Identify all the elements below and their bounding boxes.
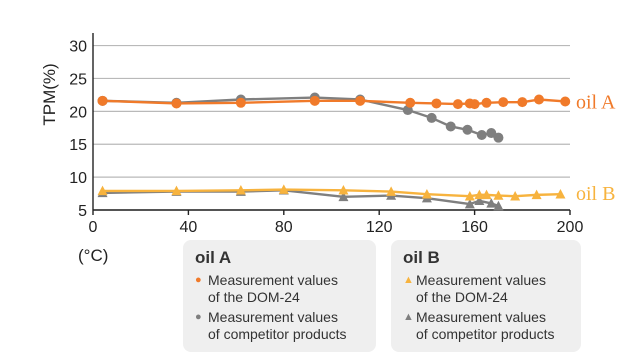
x-tick-label: 40 — [180, 219, 198, 236]
series-line — [102, 189, 499, 208]
x-tick-label: 80 — [275, 219, 293, 236]
series-lines — [102, 96, 566, 208]
legend-item-label: Measurement values of the DOM-24 — [416, 272, 546, 305]
data-point-circle — [486, 128, 497, 139]
y-tick-label: 15 — [69, 137, 87, 154]
data-point-circle — [560, 96, 571, 107]
x-tick-label: 200 — [557, 219, 584, 236]
data-point-circle — [309, 95, 320, 106]
y-tick-labels: 5 10 15 20 25 30 — [69, 39, 87, 220]
y-axis-label: TPM(%) — [40, 63, 59, 125]
data-point-triangle — [421, 188, 432, 199]
series-labels: oil A oil B — [576, 91, 616, 204]
data-point-circle — [355, 95, 366, 106]
data-point-triangle — [510, 190, 521, 201]
data-point-triangle — [493, 200, 504, 211]
data-point-circle — [476, 130, 487, 141]
data-point-triangle — [338, 185, 349, 195]
data-point-triangle — [555, 188, 566, 199]
y-tick-label: 5 — [78, 203, 87, 220]
data-point-triangle — [474, 189, 485, 200]
data-point-circle — [481, 97, 492, 108]
y-tick-label: 10 — [69, 170, 87, 187]
data-point-circle — [235, 97, 246, 108]
legend-item: ● Measurement values of the DOM-24 — [195, 272, 364, 306]
axes — [92, 33, 571, 215]
legend-item-label: Measurement values of competitor product… — [208, 309, 347, 342]
legend-title: oil A — [195, 248, 232, 267]
data-point-circle — [405, 97, 416, 108]
series-markers — [97, 92, 571, 211]
grid-lines — [93, 44, 570, 211]
circle-icon: ● — [195, 274, 202, 286]
triangle-icon: ▲ — [403, 311, 414, 323]
data-point-triangle — [493, 190, 504, 200]
x-tick-label: 0 — [89, 219, 98, 236]
legend-title: oil B — [403, 248, 440, 267]
y-tick-label: 30 — [69, 39, 87, 56]
legend-item-label: Measurement values of the DOM-24 — [208, 272, 338, 305]
data-point-triangle — [386, 186, 397, 196]
x-tick-label: 120 — [366, 219, 393, 236]
data-point-circle — [445, 121, 456, 132]
series-line — [102, 188, 561, 198]
circle-icon: ● — [195, 311, 202, 323]
data-point-circle — [533, 94, 544, 105]
data-point-triangle — [464, 190, 475, 201]
data-point-triangle — [474, 195, 485, 206]
data-point-triangle — [235, 185, 246, 195]
data-point-triangle — [531, 189, 542, 200]
data-point-circle — [462, 124, 473, 135]
data-point-circle — [171, 98, 182, 109]
data-point-triangle — [278, 184, 289, 194]
x-tick-label: 160 — [461, 219, 488, 236]
data-point-triangle — [464, 198, 475, 209]
data-point-circle — [97, 95, 108, 106]
data-point-circle — [493, 132, 504, 143]
data-point-triangle — [338, 191, 349, 202]
data-point-circle — [452, 99, 463, 110]
legend-item-label: Measurement values of competitor product… — [416, 309, 555, 342]
data-point-triangle — [481, 189, 492, 200]
y-tick-label: 20 — [69, 104, 87, 121]
series-label: oil A — [576, 91, 616, 113]
data-point-triangle — [486, 198, 497, 208]
y-tick-label: 25 — [69, 71, 87, 88]
legend-item: ● Measurement values of competitor produ… — [195, 309, 364, 343]
triangle-icon: ▲ — [403, 274, 414, 286]
series-label: oil B — [576, 183, 615, 205]
legend-item: ▲ Measurement values of the DOM-24 — [403, 272, 569, 306]
data-point-triangle — [171, 185, 182, 196]
x-tick-labels: 0 40 80 120 160 200 — [89, 219, 584, 236]
legend-oil-b: oil B ▲ Measurement values of the DOM-24… — [391, 240, 581, 352]
legend-oil-a: oil A ● Measurement values of the DOM-24… — [183, 240, 376, 352]
legend-item: ▲ Measurement values of competitor produ… — [403, 309, 569, 343]
data-point-circle — [431, 98, 442, 109]
x-axis-unit-label: (°C) — [78, 246, 109, 265]
data-point-circle — [517, 97, 528, 108]
data-point-triangle — [97, 185, 108, 196]
data-point-circle — [469, 99, 480, 110]
data-point-circle — [426, 112, 437, 123]
data-point-circle — [498, 97, 509, 108]
